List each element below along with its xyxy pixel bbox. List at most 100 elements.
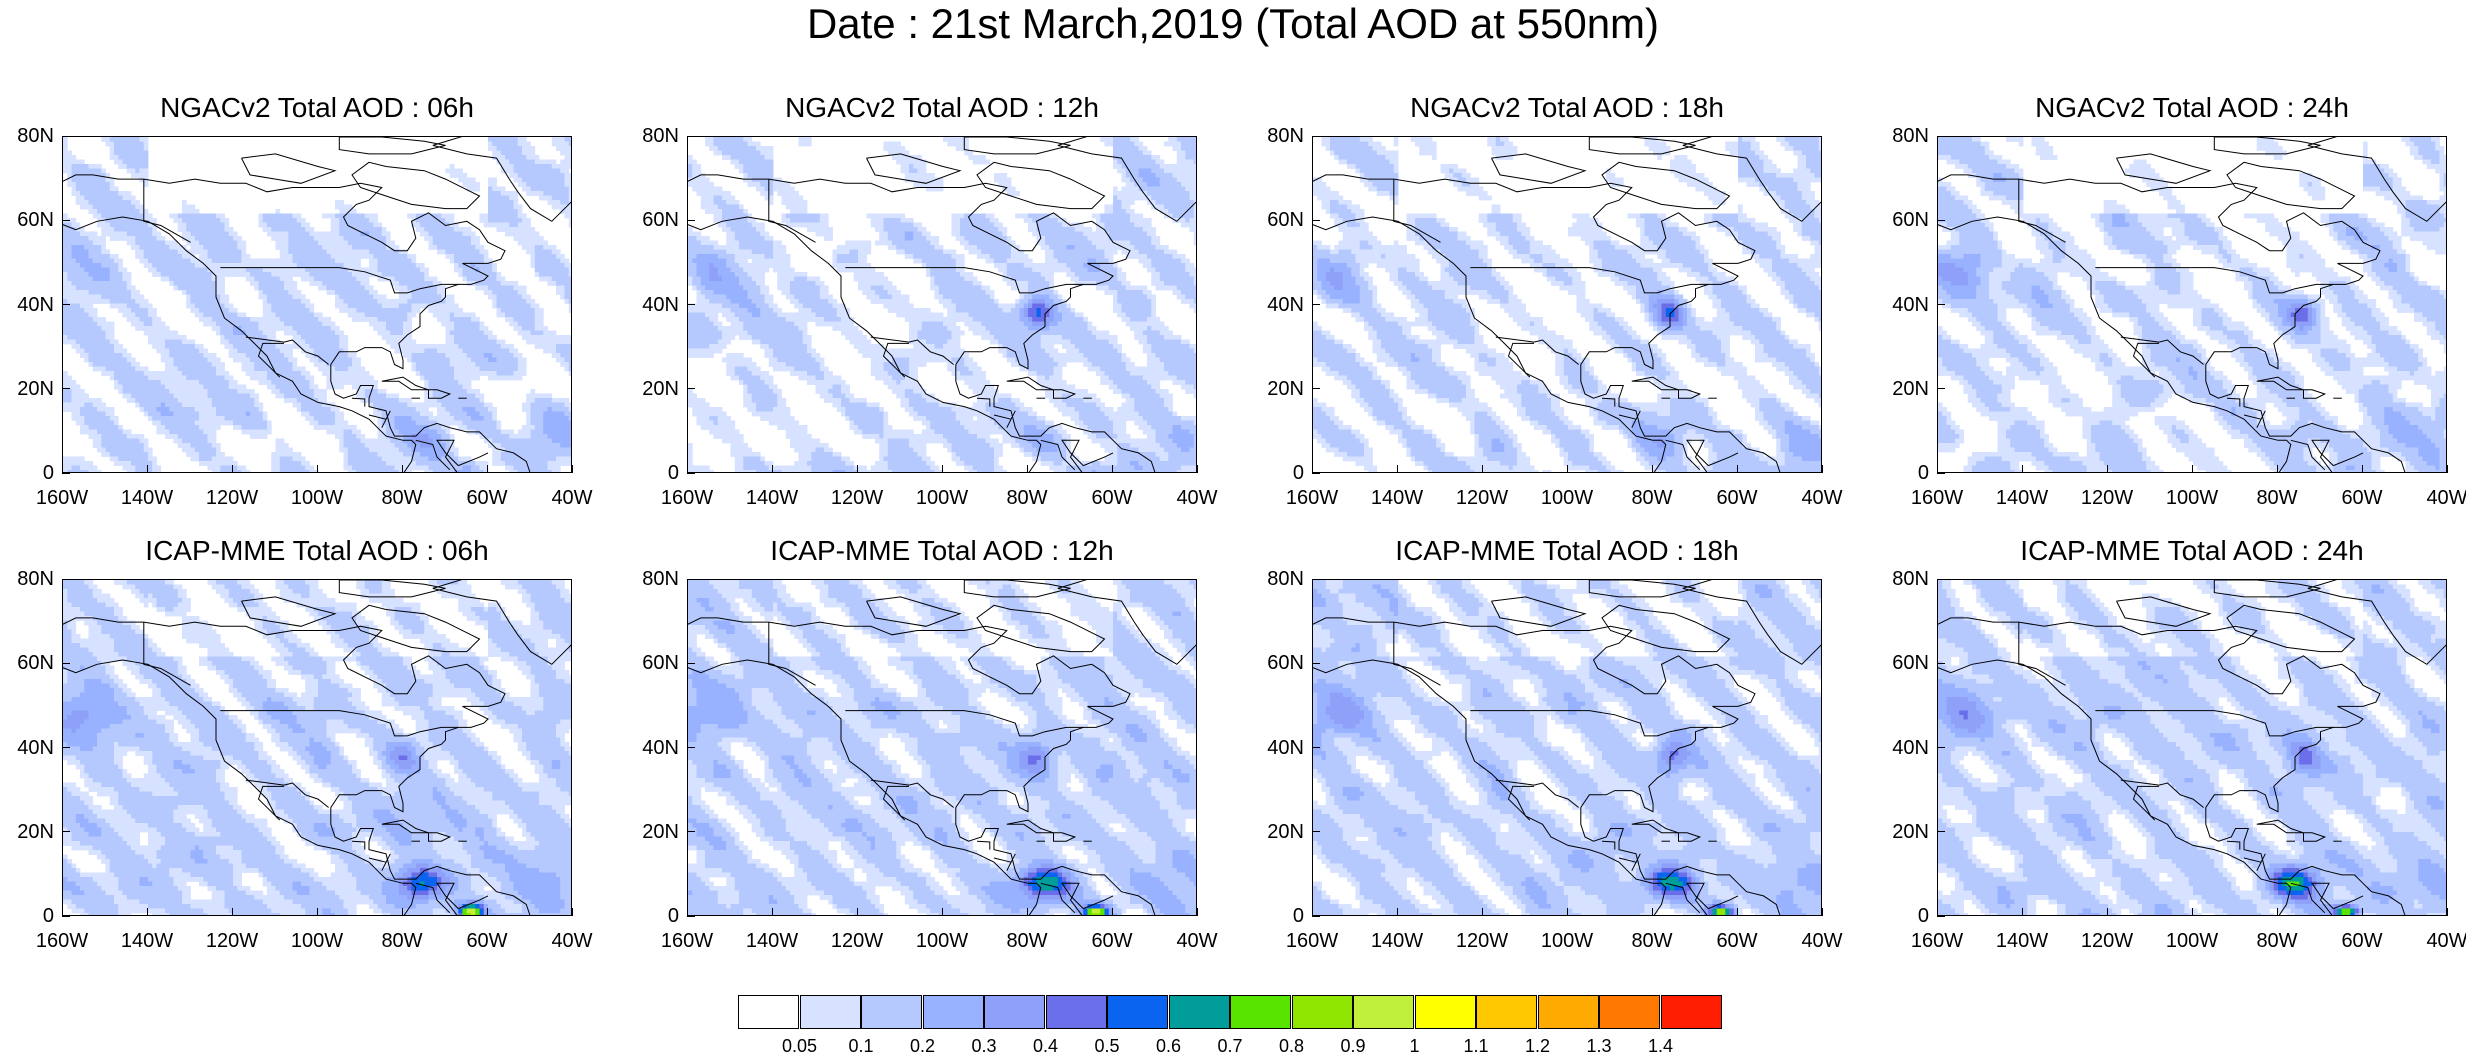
tick-mark [1312, 465, 1313, 473]
tick-mark [317, 465, 318, 473]
lon-tick-label: 120W [1447, 487, 1517, 509]
lon-tick-label: 160W [1902, 487, 1972, 509]
tick-mark [687, 747, 695, 748]
lon-tick-label: 80W [2242, 930, 2312, 952]
tick-mark [317, 908, 318, 916]
tick-mark [62, 579, 70, 580]
lon-tick-label: 120W [2072, 930, 2142, 952]
colorbar-swatch [1599, 995, 1660, 1029]
lat-tick-label: 40N [6, 294, 54, 316]
lat-tick-label: 60N [631, 209, 679, 231]
panel-title: NGACv2 Total AOD : 06h [2, 92, 632, 124]
colorbar-swatch [1415, 995, 1476, 1029]
tick-mark [1937, 831, 1945, 832]
lon-tick-label: 60W [2327, 487, 2397, 509]
colorbar-label: 1.4 [1631, 1036, 1691, 1057]
lon-tick-label: 160W [1277, 930, 1347, 952]
tick-mark [1312, 473, 1320, 474]
tick-mark [772, 465, 773, 473]
tick-mark [62, 473, 70, 474]
lon-tick-label: 100W [1532, 487, 1602, 509]
lon-tick-label: 140W [1362, 487, 1432, 509]
colorbar-label: 0.7 [1200, 1036, 1260, 1057]
tick-mark [487, 908, 488, 916]
map-panel [62, 136, 572, 473]
tick-mark [1312, 831, 1320, 832]
lon-tick-label: 120W [197, 487, 267, 509]
tick-mark [1937, 579, 1945, 580]
colorbar-label: 0.8 [1262, 1036, 1322, 1057]
colorbar-label: 0.2 [893, 1036, 953, 1057]
lat-tick-label: 60N [6, 652, 54, 674]
tick-mark [1937, 465, 1938, 473]
lon-tick-label: 100W [907, 487, 977, 509]
colorbar-swatch [1538, 995, 1599, 1029]
lon-tick-label: 60W [1702, 930, 1772, 952]
lon-tick-label: 140W [112, 930, 182, 952]
panel-title: NGACv2 Total AOD : 24h [1877, 92, 2466, 124]
tick-mark [62, 747, 70, 748]
tick-mark [1312, 663, 1320, 664]
tick-mark [1482, 465, 1483, 473]
tick-mark [1312, 388, 1320, 389]
aod-map [63, 137, 572, 473]
lat-tick-label: 40N [1256, 737, 1304, 759]
tick-mark [232, 908, 233, 916]
tick-mark [1937, 136, 1945, 137]
tick-mark [1937, 908, 1938, 916]
lat-tick-label: 0 [1256, 905, 1304, 927]
lat-tick-label: 20N [6, 821, 54, 843]
colorbar-swatch [1230, 995, 1291, 1029]
tick-mark [572, 465, 573, 473]
tick-mark [1937, 220, 1945, 221]
lon-tick-label: 40W [1787, 487, 1857, 509]
lon-tick-label: 40W [1162, 930, 1232, 952]
tick-mark [687, 304, 695, 305]
lon-tick-label: 120W [1447, 930, 1517, 952]
tick-mark [1937, 473, 1945, 474]
colorbar-swatch [1046, 995, 1107, 1029]
tick-mark [1112, 465, 1113, 473]
aod-map [688, 137, 1197, 473]
tick-mark [687, 473, 695, 474]
lat-tick-label: 60N [1256, 652, 1304, 674]
tick-mark [1937, 388, 1945, 389]
tick-mark [62, 465, 63, 473]
lat-tick-label: 0 [631, 462, 679, 484]
tick-mark [2447, 908, 2448, 916]
colorbar-label: 0.9 [1323, 1036, 1383, 1057]
lon-tick-label: 140W [1987, 487, 2057, 509]
tick-mark [62, 831, 70, 832]
tick-mark [572, 908, 573, 916]
lat-tick-label: 80N [1256, 568, 1304, 590]
tick-mark [1937, 916, 1945, 917]
tick-mark [62, 908, 63, 916]
map-panel [1312, 579, 1822, 916]
tick-mark [857, 908, 858, 916]
tick-mark [1312, 908, 1313, 916]
tick-mark [487, 465, 488, 473]
lon-tick-label: 60W [1702, 487, 1772, 509]
tick-mark [942, 465, 943, 473]
tick-mark [62, 304, 70, 305]
panel-title: ICAP-MME Total AOD : 24h [1877, 535, 2466, 567]
tick-mark [1112, 908, 1113, 916]
tick-mark [1397, 908, 1398, 916]
lat-tick-label: 0 [6, 462, 54, 484]
lon-tick-label: 160W [1902, 930, 1972, 952]
lon-tick-label: 40W [537, 930, 607, 952]
tick-mark [1397, 465, 1398, 473]
tick-mark [2107, 465, 2108, 473]
tick-mark [772, 908, 773, 916]
lon-tick-label: 60W [452, 930, 522, 952]
colorbar-swatch [800, 995, 861, 1029]
aod-map [1313, 137, 1822, 473]
tick-mark [1482, 908, 1483, 916]
tick-mark [1737, 465, 1738, 473]
tick-mark [687, 388, 695, 389]
lat-tick-label: 60N [1256, 209, 1304, 231]
lat-tick-label: 60N [6, 209, 54, 231]
lat-tick-label: 80N [631, 125, 679, 147]
lat-tick-label: 20N [631, 378, 679, 400]
tick-mark [2022, 908, 2023, 916]
